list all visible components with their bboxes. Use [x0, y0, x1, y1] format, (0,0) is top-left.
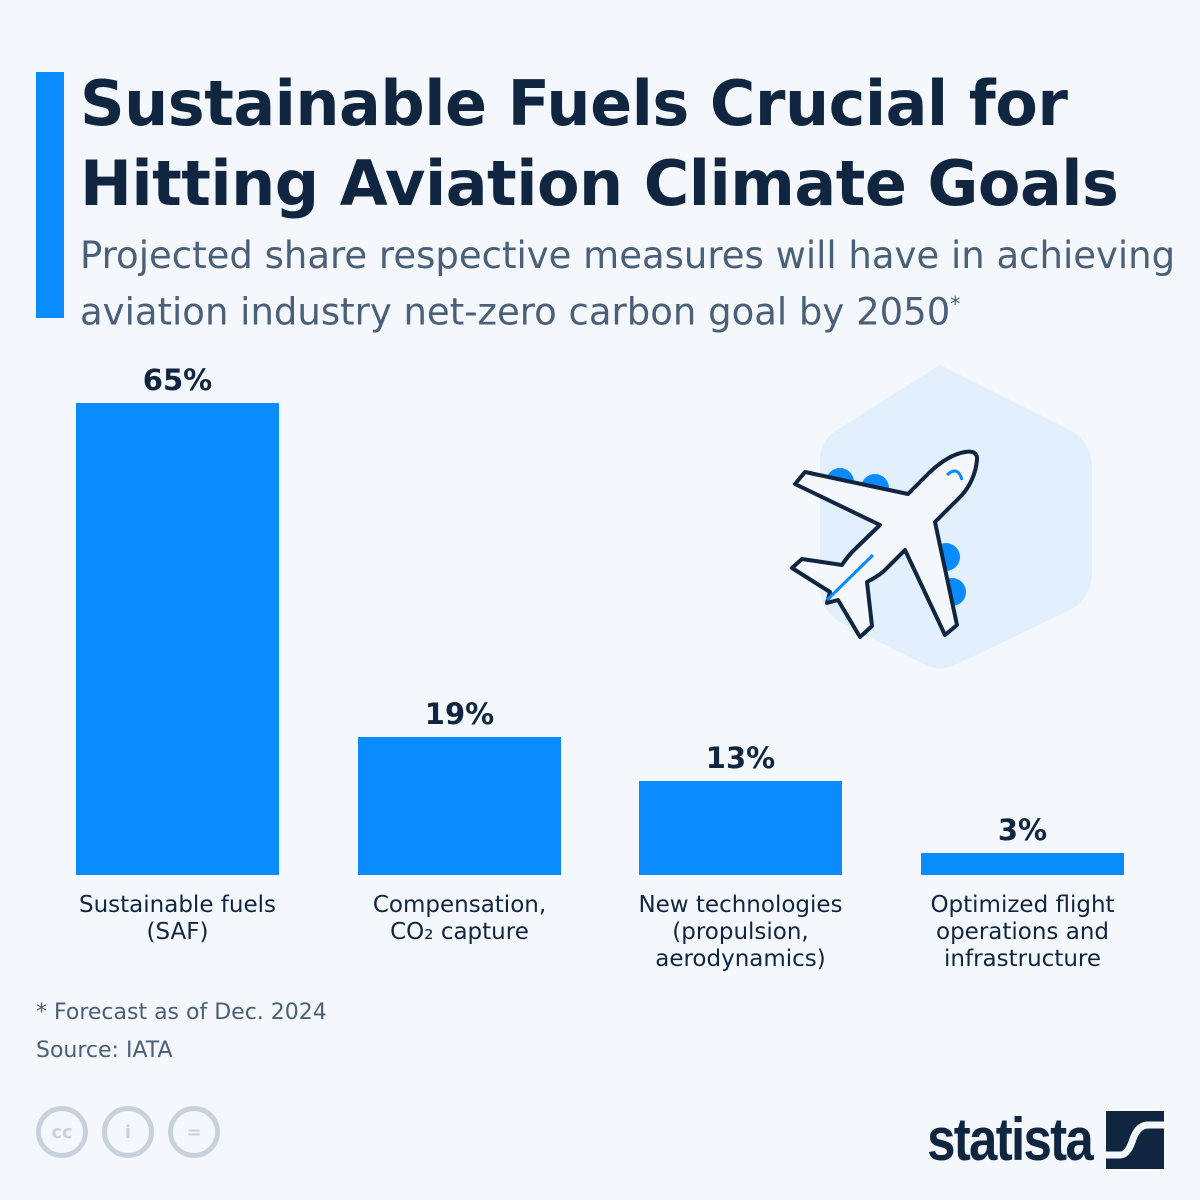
- license-icons: cc i =: [36, 1106, 220, 1158]
- airplane-illustration: [790, 365, 1092, 669]
- bar-value-label: 65%: [142, 363, 213, 397]
- bar-value-label: 19%: [424, 697, 495, 732]
- bar: [358, 737, 561, 875]
- category-label: Optimized flight operations and infrastr…: [930, 892, 1115, 972]
- bar: [639, 780, 842, 875]
- category-label: Sustainable fuels (SAF): [79, 892, 276, 945]
- subtitle-marker: *: [950, 292, 961, 316]
- cc-icon[interactable]: cc: [36, 1106, 88, 1158]
- source: Source: IATA: [36, 1038, 173, 1063]
- no-derivatives-icon[interactable]: =: [168, 1106, 220, 1158]
- chart-title: Sustainable Fuels Crucial for Hitting Av…: [80, 67, 1119, 220]
- footnote: * Forecast as of Dec. 2024: [36, 1000, 327, 1025]
- subtitle-text: Projected share respective measures will…: [80, 234, 1176, 334]
- hexagon-background: [820, 365, 1092, 669]
- bar-value-label: 3%: [997, 813, 1048, 848]
- brand-name: statista: [927, 1106, 1094, 1173]
- statista-logo[interactable]: statista: [898, 1105, 1164, 1174]
- chart-subtitle: Projected share respective measures will…: [80, 232, 1180, 336]
- bar: [921, 853, 1124, 875]
- title-accent-bar: [36, 72, 64, 318]
- category-label: New technologies (propulsion, aerodynami…: [638, 892, 843, 972]
- statista-logo-icon: [1106, 1110, 1164, 1169]
- bar: [76, 403, 279, 875]
- bar-value-label: 13%: [705, 740, 776, 775]
- attribution-icon[interactable]: i: [102, 1106, 154, 1158]
- category-label: Compensation, CO₂ capture: [372, 892, 547, 945]
